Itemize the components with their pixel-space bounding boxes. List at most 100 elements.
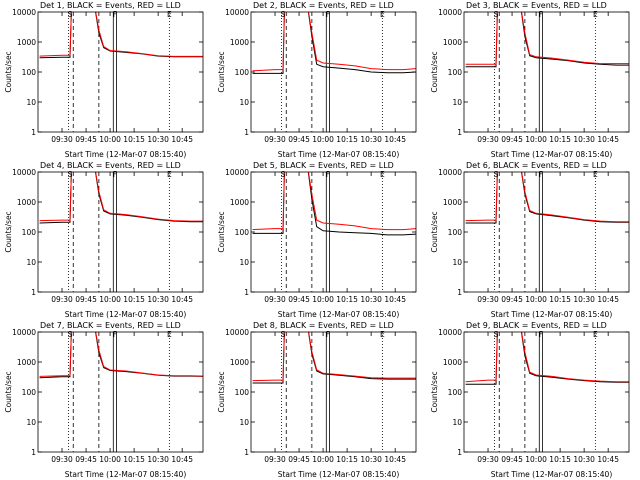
y-axis-label: Counts/sec	[4, 371, 13, 412]
plot-frame	[463, 11, 630, 133]
plot-area	[39, 332, 203, 452]
annotation: F	[113, 330, 117, 339]
x-tick-label: 09:45	[75, 455, 97, 464]
x-axis-label: Start Time (12-Mar-07 08:15:40)	[278, 150, 400, 159]
annotation: F	[113, 10, 117, 19]
y-axis-label: Counts/sec	[4, 51, 13, 92]
y-axis-label: Counts/sec	[430, 51, 439, 92]
annotation: S	[494, 10, 499, 19]
plot-frame	[37, 331, 204, 453]
plot-frame	[250, 331, 417, 453]
plot-area	[465, 172, 629, 292]
y-axis-label: Counts/sec	[217, 371, 226, 412]
x-tick-label: 10:30	[573, 295, 595, 304]
y-tick-label: 100	[448, 68, 463, 77]
annotation: E	[593, 170, 598, 179]
y-tick-label: 1000	[17, 358, 36, 367]
y-axis-label: Counts/sec	[430, 371, 439, 412]
plot-area	[465, 332, 629, 452]
plot-area	[39, 12, 203, 132]
y-tick-label: 100	[235, 228, 250, 237]
y-tick-label: 1	[244, 128, 249, 137]
y-tick-label: 1000	[230, 198, 249, 207]
x-tick-label: 09:30	[51, 295, 73, 304]
x-tick-label: 09:45	[501, 295, 523, 304]
y-tick-label: 1	[31, 288, 36, 297]
y-tick-label: 10000	[438, 168, 462, 177]
chart-title: Det 8, BLACK = Events, RED = LLD	[253, 321, 394, 330]
x-tick-label: 10:45	[171, 135, 193, 144]
x-tick-label: 10:00	[99, 135, 121, 144]
plot-area	[465, 12, 629, 132]
y-tick-label: 10	[239, 418, 249, 427]
annotation: S	[68, 330, 73, 339]
x-tick-label: 10:30	[573, 455, 595, 464]
chart-title: Det 3, BLACK = Events, RED = LLD	[466, 1, 607, 10]
x-tick-label: 09:45	[288, 295, 310, 304]
x-tick-label: 10:00	[312, 295, 334, 304]
x-tick-label: 09:45	[501, 455, 523, 464]
x-tick-label: 09:30	[477, 455, 499, 464]
y-tick-label: 100	[22, 68, 37, 77]
y-tick-label: 10	[452, 98, 462, 107]
y-tick-label: 10	[26, 98, 36, 107]
x-tick-label: 10:45	[384, 135, 406, 144]
x-tick-label: 09:45	[75, 295, 97, 304]
x-axis-label: Start Time (12-Mar-07 08:15:40)	[491, 150, 613, 159]
x-tick-label: 09:45	[288, 135, 310, 144]
annotation: F	[539, 170, 543, 179]
chart-title: Det 5, BLACK = Events, RED = LLD	[253, 161, 394, 170]
series-line	[39, 172, 203, 222]
annotation: E	[380, 10, 385, 19]
y-axis-label: Counts/sec	[217, 211, 226, 252]
series-line	[39, 12, 203, 57]
x-tick-label: 10:45	[597, 135, 619, 144]
y-tick-label: 10	[239, 98, 249, 107]
y-tick-label: 1000	[443, 198, 462, 207]
x-tick-label: 10:30	[360, 455, 382, 464]
chart-title: Det 2, BLACK = Events, RED = LLD	[253, 1, 394, 10]
y-tick-label: 10000	[12, 328, 36, 337]
y-tick-label: 1	[457, 288, 462, 297]
panel: Det 5, BLACK = Events, RED = LLD Start Ti…	[217, 161, 417, 319]
x-tick-label: 10:45	[384, 455, 406, 464]
x-tick-label: 10:30	[360, 135, 382, 144]
annotation: S	[281, 170, 286, 179]
x-tick-label: 09:45	[501, 135, 523, 144]
plot-frame	[250, 11, 417, 133]
y-tick-label: 100	[22, 388, 37, 397]
annotation: F	[326, 330, 330, 339]
y-tick-label: 10	[26, 418, 36, 427]
annotation: E	[167, 10, 172, 19]
y-tick-label: 1	[31, 448, 36, 457]
x-axis-label: Start Time (12-Mar-07 08:15:40)	[278, 470, 400, 479]
x-tick-label: 10:00	[312, 135, 334, 144]
y-axis-label: Counts/sec	[217, 51, 226, 92]
x-tick-label: 09:30	[477, 135, 499, 144]
y-tick-label: 1000	[17, 198, 36, 207]
chart-title: Det 7, BLACK = Events, RED = LLD	[40, 321, 181, 330]
x-tick-label: 09:30	[51, 455, 73, 464]
y-tick-label: 100	[22, 228, 37, 237]
annotation: F	[539, 10, 543, 19]
y-tick-label: 1000	[443, 38, 462, 47]
plot-frame	[250, 171, 417, 293]
x-tick-label: 10:00	[525, 135, 547, 144]
plot-frame	[463, 171, 630, 293]
y-tick-label: 1000	[230, 358, 249, 367]
annotation: F	[539, 330, 543, 339]
series-line	[252, 172, 416, 231]
annotation: F	[113, 170, 117, 179]
annotation: E	[167, 330, 172, 339]
x-tick-label: 10:30	[147, 135, 169, 144]
annotation: S	[281, 10, 286, 19]
x-axis-label: Start Time (12-Mar-07 08:15:40)	[491, 310, 613, 319]
series-line	[252, 12, 416, 72]
plot-area	[39, 172, 203, 292]
series-line	[39, 332, 203, 377]
y-tick-label: 1	[457, 448, 462, 457]
x-tick-label: 10:00	[525, 295, 547, 304]
plot-frame	[463, 331, 630, 453]
